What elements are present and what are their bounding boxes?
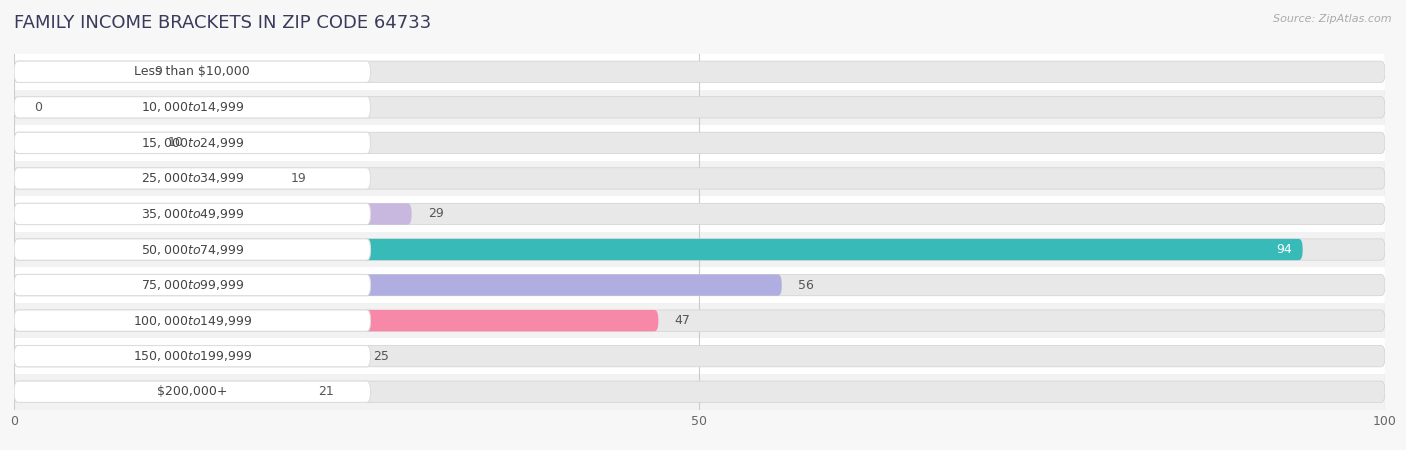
Text: $75,000 to $99,999: $75,000 to $99,999 (141, 278, 245, 292)
Text: 94: 94 (1275, 243, 1292, 256)
Bar (14, 374, 1385, 410)
Text: 25: 25 (373, 350, 389, 363)
Bar (14, 232, 1385, 267)
FancyBboxPatch shape (14, 239, 1385, 260)
FancyBboxPatch shape (14, 274, 1385, 296)
Text: 56: 56 (799, 279, 814, 292)
Bar (14, 161, 1385, 196)
Text: $150,000 to $199,999: $150,000 to $199,999 (132, 349, 252, 363)
Bar (14, 267, 1385, 303)
Text: Less than $10,000: Less than $10,000 (135, 65, 250, 78)
Text: FAMILY INCOME BRACKETS IN ZIP CODE 64733: FAMILY INCOME BRACKETS IN ZIP CODE 64733 (14, 14, 432, 32)
FancyBboxPatch shape (14, 168, 1385, 189)
FancyBboxPatch shape (14, 274, 371, 296)
FancyBboxPatch shape (14, 346, 1385, 367)
FancyBboxPatch shape (14, 97, 1385, 118)
FancyBboxPatch shape (14, 132, 1385, 153)
Text: $15,000 to $24,999: $15,000 to $24,999 (141, 136, 245, 150)
FancyBboxPatch shape (14, 346, 357, 367)
FancyBboxPatch shape (14, 346, 371, 367)
Bar (14, 303, 1385, 338)
FancyBboxPatch shape (14, 203, 371, 225)
FancyBboxPatch shape (14, 132, 152, 153)
Text: $35,000 to $49,999: $35,000 to $49,999 (141, 207, 245, 221)
Text: 47: 47 (675, 314, 690, 327)
Bar (14, 54, 1385, 90)
FancyBboxPatch shape (14, 61, 1385, 82)
FancyBboxPatch shape (14, 381, 371, 402)
FancyBboxPatch shape (14, 61, 371, 82)
Text: Source: ZipAtlas.com: Source: ZipAtlas.com (1274, 14, 1392, 23)
Text: 19: 19 (291, 172, 307, 185)
FancyBboxPatch shape (14, 61, 138, 82)
FancyBboxPatch shape (14, 168, 371, 189)
Bar (14, 196, 1385, 232)
FancyBboxPatch shape (14, 132, 371, 153)
FancyBboxPatch shape (14, 203, 412, 225)
FancyBboxPatch shape (14, 97, 371, 118)
Text: $100,000 to $149,999: $100,000 to $149,999 (132, 314, 252, 328)
Text: $25,000 to $34,999: $25,000 to $34,999 (141, 171, 245, 185)
FancyBboxPatch shape (14, 203, 1385, 225)
Text: 0: 0 (35, 101, 42, 114)
FancyBboxPatch shape (14, 381, 1385, 402)
Text: $10,000 to $14,999: $10,000 to $14,999 (141, 100, 245, 114)
FancyBboxPatch shape (14, 381, 302, 402)
Text: $200,000+: $200,000+ (157, 385, 228, 398)
FancyBboxPatch shape (14, 310, 371, 331)
Bar (14, 125, 1385, 161)
FancyBboxPatch shape (14, 168, 274, 189)
Text: 29: 29 (427, 207, 444, 220)
FancyBboxPatch shape (14, 310, 1385, 331)
FancyBboxPatch shape (14, 239, 1303, 260)
FancyBboxPatch shape (14, 239, 371, 260)
FancyBboxPatch shape (14, 274, 782, 296)
FancyBboxPatch shape (14, 310, 658, 331)
Text: 10: 10 (167, 136, 183, 149)
Text: 9: 9 (153, 65, 162, 78)
Bar (14, 90, 1385, 125)
Text: 21: 21 (318, 385, 335, 398)
Bar (14, 338, 1385, 374)
Text: $50,000 to $74,999: $50,000 to $74,999 (141, 243, 245, 256)
